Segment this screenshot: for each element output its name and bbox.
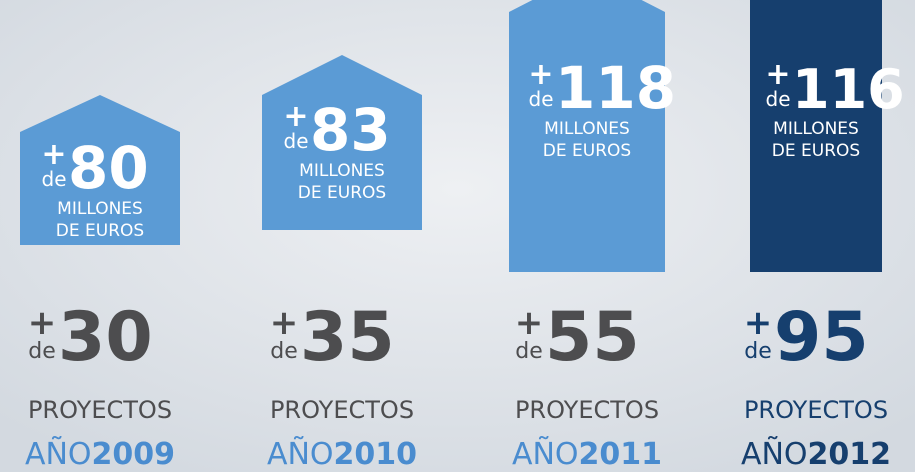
unit2: DE EUROS [772,141,860,161]
de: de [284,129,309,153]
year-prefix: AÑO [25,436,92,472]
projects: 30 [58,298,153,377]
de: de [42,167,67,191]
plus: + [283,99,308,134]
projects-label: PROYECTOS [515,396,659,424]
projects-plus: + [515,303,544,343]
unit: MILLONES [544,119,630,139]
unit: MILLONES [57,199,143,219]
de: de [766,87,791,111]
year: 2011 [579,437,663,472]
year-prefix: AÑO [512,436,579,472]
projects: 35 [300,298,395,377]
year-label: AÑO2010 [267,436,417,472]
plus: + [528,57,553,92]
year-prefix: AÑO [267,436,334,472]
projects-de: de [744,339,772,364]
projects: 55 [545,298,640,377]
projects-label: PROYECTOS [270,396,414,424]
house [262,55,422,230]
year-prefix: AÑO [741,436,808,472]
projects-plus: + [28,303,57,343]
de: de [529,87,554,111]
projects: 95 [774,298,869,377]
year-label: AÑO2012 [741,436,891,472]
projects-label: PROYECTOS [28,396,172,424]
projects-plus: + [744,303,773,343]
unit: MILLONES [773,119,859,139]
projects-plus: + [270,303,299,343]
year: 2012 [808,437,892,472]
year-label: AÑO2009 [25,436,175,472]
amount: 118 [555,54,676,122]
year: 2009 [92,437,176,472]
projects-de: de [28,339,56,364]
unit2: DE EUROS [298,183,386,203]
plus: + [765,57,790,92]
unit2: DE EUROS [56,221,144,241]
amount: 80 [68,134,149,202]
year-label: AÑO2011 [512,436,662,472]
house [509,0,665,272]
unit2: DE EUROS [543,141,631,161]
projects-de: de [515,339,543,364]
year: 2010 [334,437,418,472]
amount: 116 [792,58,905,121]
plus: + [41,137,66,172]
house [750,0,882,272]
projects-de: de [270,339,298,364]
house [20,95,180,245]
projects-label: PROYECTOS [744,396,888,424]
amount: 83 [310,96,391,164]
unit: MILLONES [299,161,385,181]
